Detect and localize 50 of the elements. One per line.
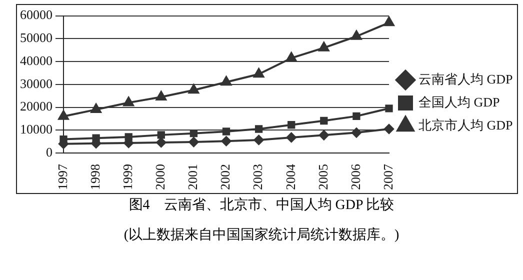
x-tick-label: 2001 [185, 164, 200, 190]
point [254, 125, 263, 133]
x-tick-label: 1997 [54, 164, 70, 190]
point [190, 130, 198, 138]
x-tick-label: 2002 [218, 164, 233, 190]
x-tick-label: 2006 [348, 164, 363, 190]
x-tick-label: 2000 [152, 164, 168, 190]
point [222, 128, 230, 136]
point [123, 96, 134, 106]
point [352, 112, 360, 120]
legend-label: 云南省人均 GDP [418, 71, 513, 86]
y-tick-label: 20000 [20, 98, 52, 114]
point [351, 30, 362, 40]
x-tick-label: 1999 [120, 164, 136, 190]
point [157, 131, 165, 139]
point [90, 104, 102, 114]
point [351, 128, 362, 138]
legend-label: 北京市人均 GDP [418, 117, 513, 132]
point [288, 121, 296, 129]
y-tick-label: 40000 [20, 52, 52, 68]
point [318, 42, 330, 52]
point [220, 76, 232, 86]
y-tick-label: 10000 [20, 122, 52, 137]
point [156, 90, 166, 100]
point [58, 110, 69, 120]
point [188, 84, 200, 94]
point [320, 116, 328, 125]
point [384, 16, 394, 26]
y-tick-label: 0 [46, 144, 52, 160]
x-tick-label: 2004 [282, 164, 298, 190]
point [318, 130, 329, 140]
point [221, 136, 232, 146]
y-tick-label: 30000 [20, 76, 52, 91]
x-tick-label: 2003 [250, 164, 266, 190]
point [385, 104, 393, 112]
y-tick-label: 60000 [20, 7, 52, 22]
y-tick-label: 50000 [20, 30, 52, 46]
x-tick-label: 2007 [380, 164, 396, 190]
point [156, 137, 166, 148]
point [384, 124, 394, 134]
legend-label: 全国人均 GDP [418, 94, 500, 110]
point [286, 52, 297, 62]
point [253, 68, 264, 78]
x-tick-label: 2005 [315, 164, 330, 190]
point [286, 132, 296, 142]
text: 图4 云南省、北京市、中国人均 GDP 比较 [128, 196, 396, 214]
x-tick-label: 1998 [87, 164, 102, 190]
point [254, 134, 264, 145]
point [188, 137, 199, 148]
text: (以上数据来自中国国家统计局统计数据库。) [122, 226, 400, 244]
